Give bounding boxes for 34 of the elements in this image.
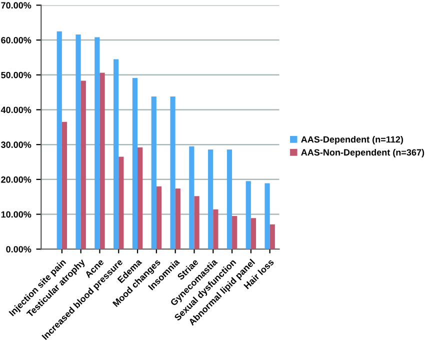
y-tick-label: 20.00% (1, 176, 32, 183)
y-tick-label: 50.00% (1, 72, 32, 78)
bar (170, 96, 176, 250)
bar (76, 34, 81, 250)
y-tick-label: 40.00% (0, 106, 32, 114)
bar (226, 149, 232, 250)
y-tick-label: 60.00% (1, 37, 32, 44)
y-tick-label: 70.00% (1, 2, 32, 9)
bar (138, 147, 143, 250)
bar (56, 31, 62, 250)
bar (175, 188, 180, 250)
bar (194, 196, 200, 250)
y-tick-label: 30.00% (1, 142, 32, 148)
bar (132, 78, 138, 250)
bar (156, 186, 162, 250)
bar (213, 209, 218, 250)
legend-label: AAS-Non-Dependent (n=367) (301, 148, 424, 158)
bar (114, 59, 119, 250)
y-tick-label: 0.00% (6, 246, 32, 252)
bar (151, 96, 156, 250)
bar (208, 149, 214, 250)
bar (264, 183, 270, 250)
legend-label: AAS-Dependent (n=112) (301, 136, 404, 144)
bar (246, 181, 251, 250)
y-tick-label: 10.00% (1, 211, 32, 218)
bar (189, 146, 194, 250)
bar (100, 72, 105, 250)
bar (94, 37, 100, 250)
bar (62, 122, 68, 250)
bar (80, 80, 86, 250)
bar (250, 218, 256, 250)
bar (270, 224, 275, 250)
bar (232, 216, 238, 250)
bar (118, 156, 124, 250)
